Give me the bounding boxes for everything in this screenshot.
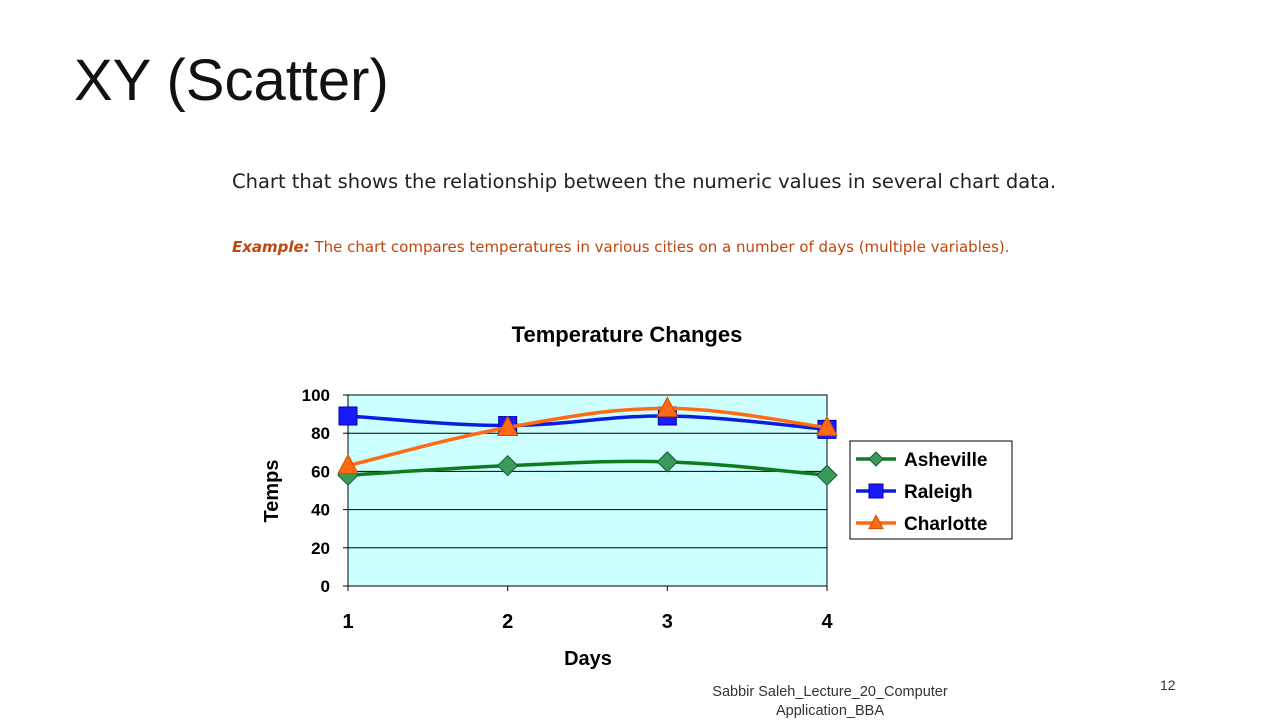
legend-marker-raleigh <box>868 483 884 499</box>
legend-label-raleigh: Raleigh <box>904 482 973 503</box>
legend-marker-charlotte <box>868 514 884 530</box>
example-label: Example: <box>232 238 310 256</box>
x-tick-label: 1 <box>342 611 353 633</box>
data-point-charlotte <box>337 453 359 475</box>
legend-marker-asheville <box>868 451 884 467</box>
footer-text: Sabbir Saleh_Lecture_20_Computer Applica… <box>712 684 948 719</box>
legend-label-asheville: Asheville <box>904 450 987 471</box>
x-tick-label: 3 <box>662 611 673 633</box>
data-point-asheville <box>656 451 679 473</box>
data-point-asheville <box>816 464 838 486</box>
series-line-charlotte <box>347 406 828 468</box>
data-point-asheville <box>496 454 519 477</box>
y-axis-label: Temps <box>261 460 283 523</box>
example-paragraph: Example: The chart compares temperatures… <box>232 236 1092 258</box>
x-axis-label: Days <box>564 648 612 670</box>
y-tick-label: 40 <box>311 501 330 520</box>
x-tick-label: 4 <box>821 611 833 633</box>
data-point-charlotte <box>816 415 838 436</box>
plot-area <box>347 394 828 587</box>
data-point-charlotte <box>496 415 519 436</box>
y-tick-label: 80 <box>311 424 330 443</box>
series-line-raleigh <box>347 414 828 432</box>
example-text: The chart compares temperatures in vario… <box>309 238 1010 256</box>
page-number: 12 <box>1160 677 1176 693</box>
y-tick-label: 0 <box>321 577 330 596</box>
y-tick-label: 60 <box>311 462 330 481</box>
y-tick-label: 100 <box>302 386 330 405</box>
y-tick-label: 20 <box>311 539 330 558</box>
chart-title: Temperature Changes <box>512 322 743 347</box>
series-line-asheville <box>347 459 828 477</box>
slide-title: XY (Scatter) <box>74 48 389 113</box>
data-point-charlotte <box>656 396 679 417</box>
slide-body-text: Chart that shows the relationship betwee… <box>232 170 1057 193</box>
legend-label-charlotte: Charlotte <box>904 514 987 535</box>
x-tick-label: 2 <box>502 611 513 633</box>
data-point-raleigh <box>338 406 358 426</box>
